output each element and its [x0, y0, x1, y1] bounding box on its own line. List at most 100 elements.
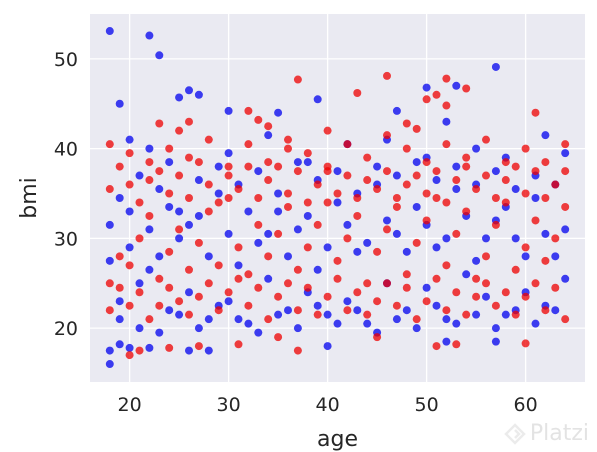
data-point-red: [323, 198, 332, 207]
data-point-red: [165, 343, 174, 352]
data-point-red: [511, 265, 520, 274]
data-point-blue: [412, 324, 421, 333]
data-point-red: [472, 185, 481, 194]
data-point-blue: [432, 243, 441, 252]
data-point-red: [194, 158, 203, 167]
data-point-red: [343, 306, 352, 315]
data-point-red: [313, 310, 322, 319]
data-point-red: [462, 84, 471, 93]
data-point-red: [551, 283, 560, 292]
data-point-red: [402, 119, 411, 128]
data-point-red: [135, 234, 144, 243]
data-point-red: [561, 140, 570, 149]
data-point-red: [482, 279, 490, 288]
data-point-red: [204, 180, 213, 189]
data-point-blue: [155, 252, 164, 261]
data-point-blue: [442, 234, 451, 243]
data-point-blue: [511, 234, 520, 243]
data-point-red: [185, 117, 193, 126]
data-point-red: [125, 301, 134, 310]
data-point-red: [105, 185, 114, 194]
data-point-blue: [105, 346, 114, 355]
data-point-red: [155, 119, 164, 128]
data-point-red: [125, 149, 134, 158]
data-point-blue: [284, 252, 292, 261]
data-point-blue: [214, 162, 223, 171]
data-point-blue: [561, 274, 570, 283]
data-point-red: [115, 162, 124, 171]
data-point-red: [185, 265, 193, 274]
data-point-blue: [491, 324, 500, 333]
data-point-blue: [293, 324, 302, 333]
data-point-blue: [165, 306, 174, 315]
data-point-blue: [491, 337, 500, 346]
data-point-blue: [353, 247, 362, 256]
data-point-red: [234, 340, 243, 349]
data-point-blue: [284, 306, 292, 315]
data-point-red: [303, 283, 312, 292]
data-point-red: [462, 153, 471, 162]
data-point-red: [422, 189, 431, 198]
data-point-red: [491, 194, 500, 202]
data-point-red: [511, 310, 520, 319]
data-point-red: [234, 243, 243, 252]
data-point-red: [501, 158, 510, 167]
data-point-blue: [293, 158, 302, 167]
data-point-red: [274, 333, 283, 342]
data-point-red: [264, 122, 273, 131]
data-point-red: [472, 292, 481, 301]
data-point-blue: [264, 229, 273, 238]
data-point-red: [313, 220, 322, 229]
data-point-red: [392, 202, 401, 211]
data-point-red: [353, 288, 362, 297]
data-point-blue: [185, 220, 193, 229]
data-point-red: [284, 279, 292, 288]
data-point-red: [353, 211, 362, 220]
data-point-blue: [303, 158, 312, 167]
data-point-blue: [224, 106, 233, 115]
data-point-red: [373, 247, 382, 256]
x-tick-label: 60: [514, 394, 538, 416]
data-point-red: [432, 167, 441, 176]
data-point-blue: [224, 229, 233, 238]
data-point-red: [383, 279, 391, 288]
data-points: [105, 27, 570, 369]
data-point-red: [383, 131, 391, 140]
data-point-red: [244, 301, 253, 310]
data-point-red: [511, 162, 520, 171]
data-point-red: [531, 216, 540, 225]
data-point-blue: [541, 229, 550, 238]
data-point-blue: [175, 234, 184, 243]
y-tick-label: 50: [54, 49, 78, 71]
data-point-red: [551, 180, 560, 189]
data-point-red: [491, 301, 500, 310]
data-point-red: [293, 75, 302, 84]
data-point-red: [105, 306, 114, 315]
data-point-red: [422, 216, 431, 225]
x-axis-label: age: [317, 427, 358, 452]
data-point-red: [422, 95, 431, 104]
data-point-blue: [125, 135, 134, 144]
data-point-blue: [472, 144, 481, 153]
y-tick-label: 20: [54, 318, 78, 340]
data-point-blue: [204, 346, 213, 355]
data-point-blue: [165, 202, 174, 211]
data-point-red: [274, 292, 283, 301]
data-point-red: [353, 88, 362, 97]
data-point-red: [392, 194, 401, 202]
data-point-red: [145, 315, 154, 324]
data-point-blue: [145, 144, 154, 153]
data-point-blue: [204, 315, 213, 324]
data-point-red: [284, 202, 292, 211]
data-point-red: [442, 198, 451, 207]
data-point-red: [264, 252, 273, 261]
data-point-blue: [155, 51, 164, 60]
data-point-blue: [135, 279, 144, 288]
data-point-red: [244, 140, 253, 149]
data-point-blue: [343, 297, 352, 306]
data-point-blue: [145, 31, 154, 40]
y-axis-label: bmi: [17, 177, 42, 219]
data-point-red: [561, 202, 570, 211]
data-point-red: [125, 351, 134, 360]
data-point-red: [214, 261, 223, 270]
